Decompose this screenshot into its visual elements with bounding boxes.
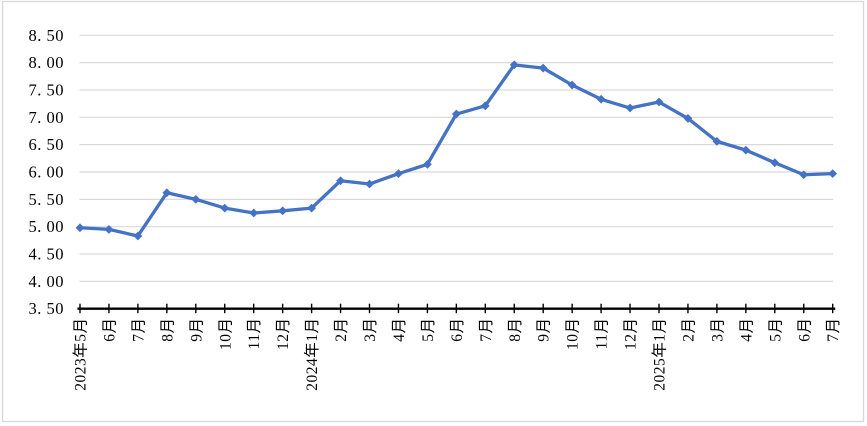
data-point-marker <box>654 97 664 107</box>
data-point-marker <box>683 114 693 123</box>
x-tick-label: 3月 <box>362 318 379 342</box>
x-tick-label: 8月 <box>159 318 176 342</box>
x-tick-label: 12月 <box>275 318 292 351</box>
x-tick-label: 4月 <box>391 318 408 342</box>
data-point-marker <box>394 169 403 179</box>
x-tick-label: 9月 <box>536 318 553 342</box>
x-tick-label: 7月 <box>825 318 842 342</box>
x-tick-label: 6月 <box>796 318 813 342</box>
x-tick-label: 8月 <box>507 318 524 342</box>
x-tick-label: 2月 <box>333 318 350 342</box>
x-tick-label: 2025年1月 <box>651 318 669 391</box>
data-point-marker <box>625 103 635 113</box>
x-tick-label: 11月 <box>246 318 263 350</box>
data-point-marker <box>75 223 85 233</box>
x-tick-label: 6月 <box>449 318 466 342</box>
data-point-marker <box>480 101 490 111</box>
y-tick-label: 8. 50 <box>29 26 65 45</box>
x-tick-label: 6月 <box>101 318 118 342</box>
x-tick-label: 10月 <box>217 318 234 351</box>
x-tick-label: 2024年1月 <box>303 318 321 391</box>
data-point-marker <box>509 60 519 70</box>
data-point-marker <box>133 231 143 241</box>
y-tick-label: 5. 50 <box>29 190 65 209</box>
data-point-marker <box>278 206 288 216</box>
x-tick-label: 12月 <box>623 318 640 351</box>
y-tick-label: 6. 50 <box>29 135 65 154</box>
data-point-marker <box>191 194 201 204</box>
y-tick-label: 8. 00 <box>29 53 65 72</box>
data-point-marker <box>799 170 809 180</box>
data-point-marker <box>162 188 172 198</box>
x-tick-label: 4月 <box>738 318 755 342</box>
data-point-marker <box>828 169 838 179</box>
x-tick-label: 10月 <box>565 318 582 351</box>
x-tick-label: 9月 <box>188 318 205 342</box>
y-tick-label: 4. 00 <box>29 272 65 291</box>
x-tick-label: 2月 <box>680 318 697 342</box>
y-tick-label: 3. 50 <box>29 299 65 318</box>
data-point-marker <box>104 225 114 234</box>
data-point-marker <box>538 63 548 73</box>
x-tick-label: 11月 <box>594 318 611 350</box>
data-point-marker <box>451 109 461 119</box>
y-tick-label: 4. 50 <box>29 245 65 264</box>
data-point-marker <box>596 94 606 104</box>
y-tick-label: 6. 00 <box>29 163 65 182</box>
data-point-marker <box>423 159 432 169</box>
data-point-marker <box>307 203 316 213</box>
data-point-marker <box>220 203 230 213</box>
data-point-marker <box>336 176 345 186</box>
y-tick-label: 7. 00 <box>29 108 65 127</box>
data-point-marker <box>365 179 374 189</box>
data-point-marker <box>741 145 751 155</box>
x-tick-label: 5月 <box>420 318 437 342</box>
data-point-marker <box>249 208 259 218</box>
x-tick-label: 7月 <box>478 318 495 342</box>
data-point-marker <box>770 158 780 168</box>
x-tick-label: 3月 <box>709 318 726 342</box>
data-point-marker <box>567 80 577 90</box>
x-tick-label: 5月 <box>767 318 784 342</box>
y-tick-label: 5. 00 <box>29 217 65 236</box>
x-tick-label: 2023年5月 <box>72 318 90 391</box>
y-tick-label: 7. 50 <box>29 80 65 99</box>
data-point-marker <box>712 136 722 146</box>
x-tick-label: 7月 <box>130 318 147 342</box>
